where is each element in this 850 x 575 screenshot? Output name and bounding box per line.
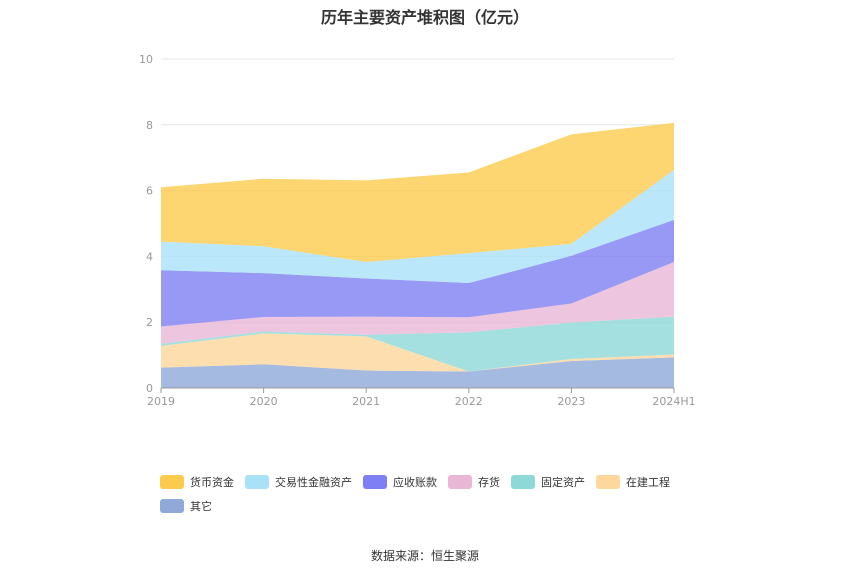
y-tick-label: 10 [139, 53, 153, 66]
x-tick-label: 2020 [250, 395, 278, 408]
legend-label: 存货 [478, 476, 500, 489]
y-tick-label: 2 [146, 316, 153, 329]
area-series-固定资产 [161, 316, 674, 372]
legend-swatch [511, 475, 535, 489]
chart-title: 历年主要资产堆积图（亿元） [320, 8, 529, 27]
legend-label: 固定资产 [541, 476, 585, 489]
legend-item[interactable]: 货币资金 [160, 474, 234, 490]
chart-plot: 0 2 4 6 8 10 2019 2020 2021 2022 2023 2024H1 [139, 53, 696, 408]
source-note: 数据来源：恒生聚源 [370, 549, 479, 563]
legend-label: 应收账款 [393, 476, 437, 489]
legend-item[interactable]: 存货 [448, 474, 500, 490]
legend-label: 货币资金 [190, 476, 234, 489]
legend-swatch [160, 499, 184, 513]
legend-swatch [160, 475, 184, 489]
legend-item[interactable]: 固定资产 [511, 474, 585, 490]
legend-swatch [596, 475, 620, 489]
x-tick-label: 2019 [147, 395, 175, 408]
area-series-应收账款 [161, 219, 674, 327]
area-series-在建工程 [161, 333, 674, 372]
legend-swatch [245, 475, 269, 489]
y-tick-label: 0 [146, 382, 153, 395]
legend-label: 交易性金融资产 [275, 476, 352, 489]
axis-layer: 0 2 4 6 8 10 2019 2020 2021 2022 2023 2024H1 [139, 53, 696, 408]
x-tick-label: 2023 [557, 395, 585, 408]
legend-item[interactable]: 交易性金融资产 [245, 474, 352, 490]
area-layer [161, 122, 674, 388]
x-tick-label: 2024H1 [652, 395, 695, 408]
area-series-存货 [161, 261, 674, 344]
legend-label: 其它 [190, 500, 212, 513]
legend: 货币资金 交易性金融资产 应收账款 存货 固定资产 在建工程其它 [160, 474, 720, 522]
y-tick-label: 4 [146, 250, 153, 263]
x-tick-label: 2021 [352, 395, 380, 408]
legend-item[interactable]: 在建工程 [596, 474, 670, 490]
legend-swatch [448, 475, 472, 489]
area-series-货币资金 [161, 122, 674, 262]
area-series-其它 [161, 357, 674, 388]
x-tick-label: 2022 [455, 395, 483, 408]
legend-item[interactable]: 应收账款 [363, 474, 437, 490]
legend-swatch [363, 475, 387, 489]
legend-label: 在建工程 [626, 476, 670, 489]
area-series-交易性金融资产 [161, 169, 674, 284]
legend-item[interactable]: 其它 [160, 498, 212, 514]
y-tick-label: 6 [146, 185, 153, 198]
y-tick-label: 8 [146, 119, 153, 132]
